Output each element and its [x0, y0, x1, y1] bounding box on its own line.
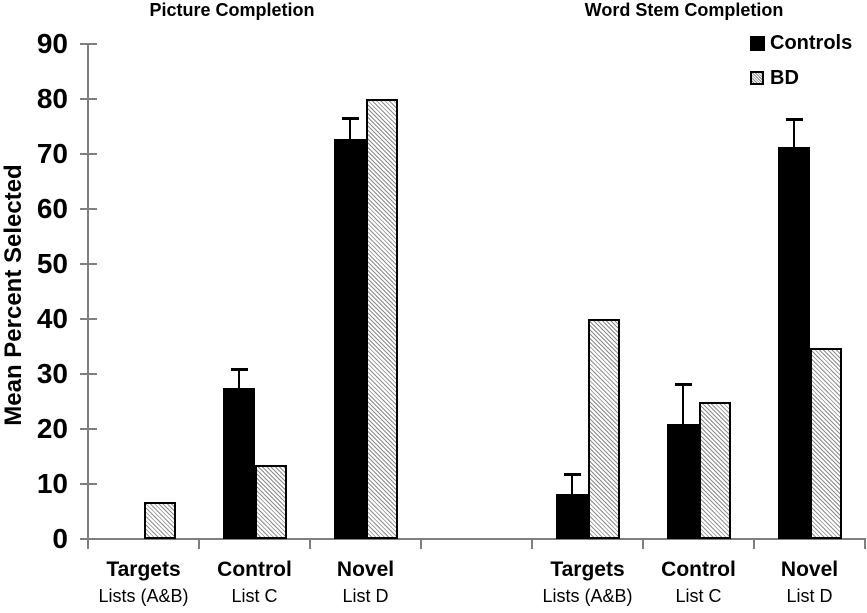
y-tick-mark [80, 263, 97, 265]
panel-title-word-stem-completion: Word Stem Completion [584, 0, 784, 20]
bar-bd-control [254, 464, 287, 539]
legend-swatch-bd [750, 71, 764, 85]
error-bar-stem [681, 385, 684, 424]
x-tick-mark [87, 540, 89, 549]
x-tick-mark [642, 540, 644, 549]
bar-controls-novel [333, 138, 366, 539]
bar-controls-control [222, 387, 255, 539]
y-tick-label: 10 [36, 468, 68, 499]
y-tick-mark [80, 373, 97, 375]
y-tick-mark [80, 428, 97, 430]
y-tick-label: 0 [52, 523, 68, 554]
y-tick-mark [80, 483, 97, 485]
error-bar-cap [563, 472, 581, 476]
category-sublabel: List C [231, 586, 278, 606]
y-tick-mark [80, 98, 97, 100]
y-tick-mark [80, 208, 97, 210]
y-tick-mark [80, 43, 97, 45]
x-tick-mark [531, 540, 533, 549]
legend-swatch-controls [750, 36, 765, 51]
category-label: Targets [106, 558, 181, 581]
y-tick-mark [80, 318, 97, 320]
y-tick-label: 30 [36, 358, 68, 389]
category-label: Novel [780, 558, 839, 581]
category-sublabel: Lists (A&B) [98, 586, 189, 606]
category-sublabel: Lists (A&B) [542, 586, 633, 606]
category-sublabel: List D [786, 586, 833, 606]
bar-controls-targets [555, 493, 588, 539]
y-tick-label: 20 [36, 413, 68, 444]
legend-label-controls: Controls [770, 32, 853, 54]
panel-title-picture-completion: Picture Completion [149, 0, 315, 20]
bar-bd-novel [809, 347, 842, 539]
bar-controls-control [666, 423, 699, 539]
y-tick-mark [80, 153, 97, 155]
error-bar-cap [230, 367, 248, 371]
y-tick-label: 50 [36, 248, 68, 279]
category-label: Control [217, 558, 292, 581]
category-label: Novel [336, 558, 395, 581]
x-tick-mark [198, 540, 200, 549]
bar-bd-control [698, 401, 731, 539]
category-label: Control [661, 558, 736, 581]
x-axis-line [87, 538, 866, 540]
error-bar-cap [785, 117, 803, 121]
error-bar-cap [341, 117, 359, 121]
category-sublabel: List C [675, 586, 722, 606]
category-label: Targets [550, 558, 625, 581]
bar-bd-targets [587, 319, 620, 539]
y-tick-label: 60 [36, 193, 68, 224]
error-bar-stem [237, 369, 240, 388]
error-bar-stem [570, 474, 573, 494]
y-tick-label: 90 [36, 28, 68, 59]
legend-label-bd: BD [770, 67, 799, 89]
y-tick-label: 70 [36, 138, 68, 169]
category-sublabel: List D [342, 586, 389, 606]
error-bar-stem [792, 119, 795, 148]
y-axis-line [87, 44, 89, 541]
x-tick-mark [864, 540, 866, 549]
error-bar-stem [348, 119, 351, 139]
y-tick-label: 80 [36, 83, 68, 114]
error-bar-cap [674, 383, 692, 386]
y-tick-mark [80, 538, 97, 540]
y-tick-label: 40 [36, 303, 68, 334]
x-tick-mark [753, 540, 755, 549]
x-tick-mark [420, 540, 422, 549]
x-tick-mark [309, 540, 311, 549]
bar-bd-novel [365, 99, 398, 539]
bar-controls-novel [777, 147, 810, 539]
bar-bd-targets [143, 501, 176, 539]
